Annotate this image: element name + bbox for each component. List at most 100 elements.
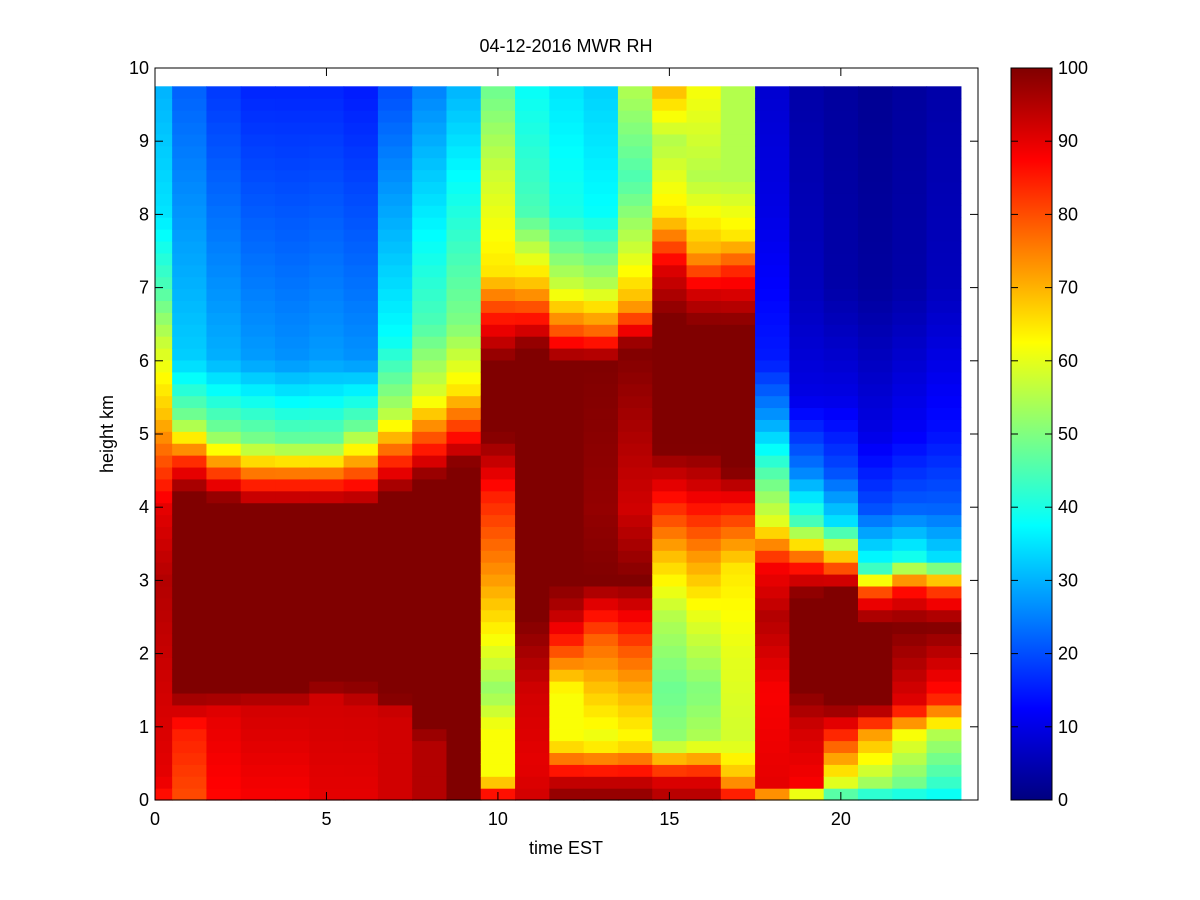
heatmap-cell	[309, 752, 345, 765]
heatmap-cell	[549, 193, 585, 206]
heatmap-cell	[652, 597, 688, 611]
heatmap-cell	[892, 788, 928, 801]
heatmap-cell	[926, 133, 962, 147]
heatmap-cell	[720, 419, 756, 432]
heatmap-cell	[446, 609, 482, 623]
heatmap-cell	[583, 300, 619, 313]
heatmap-cell	[652, 121, 688, 135]
heatmap-cell	[343, 681, 379, 694]
heatmap-cell	[583, 229, 619, 242]
heatmap-cell	[755, 645, 790, 658]
heatmap-cell	[155, 502, 173, 516]
heatmap-cell	[155, 490, 173, 504]
heatmap-cell	[857, 347, 893, 361]
heatmap-cell	[686, 466, 722, 480]
heatmap-cell	[823, 276, 859, 290]
y-tick-label: 8	[139, 204, 149, 224]
heatmap-cell	[857, 621, 893, 635]
heatmap-cell	[515, 336, 550, 349]
heatmap-cell	[823, 538, 859, 551]
heatmap-cell	[275, 681, 310, 694]
heatmap-cell	[480, 597, 516, 611]
heatmap-cell	[652, 359, 688, 373]
heatmap-cell	[480, 407, 516, 420]
heatmap-cell	[823, 371, 859, 385]
heatmap-cell	[515, 692, 550, 706]
heatmap-cell	[617, 443, 653, 456]
heatmap-cell	[857, 312, 893, 325]
heatmap-cell	[343, 217, 379, 230]
y-tick-label: 2	[139, 644, 149, 664]
heatmap-cell	[172, 110, 208, 123]
y-tick-label: 10	[129, 58, 149, 78]
heatmap-cell	[155, 657, 173, 670]
heatmap-cell	[446, 240, 482, 254]
heatmap-cell	[755, 193, 790, 206]
heatmap-cell	[377, 252, 413, 266]
heatmap-cell	[789, 110, 825, 123]
heatmap-cell	[515, 169, 550, 183]
heatmap-cell	[446, 193, 482, 206]
heatmap-cell	[823, 157, 859, 171]
heatmap-cell	[309, 633, 345, 646]
heatmap-cell	[446, 157, 482, 171]
heatmap-cell	[377, 490, 413, 504]
heatmap-cell	[652, 669, 688, 682]
heatmap-cell	[240, 502, 276, 516]
heatmap-cell	[377, 716, 413, 730]
heatmap-cell	[172, 407, 208, 420]
colorbar-tick-label: 50	[1058, 424, 1078, 444]
heatmap-cell	[617, 538, 653, 551]
heatmap-cell	[309, 98, 345, 111]
heatmap-cell	[789, 312, 825, 325]
heatmap-cell	[172, 538, 208, 551]
heatmap-cell	[926, 574, 962, 587]
heatmap-cell	[892, 443, 928, 456]
heatmap-cell	[823, 669, 859, 682]
heatmap-cell	[755, 585, 790, 599]
heatmap-cell	[240, 585, 276, 599]
heatmap-cell	[926, 585, 962, 599]
heatmap-cell	[686, 597, 722, 611]
heatmap-cell	[789, 324, 825, 337]
heatmap-cell	[720, 609, 756, 623]
heatmap-cell	[172, 300, 208, 313]
heatmap-cell	[206, 383, 242, 397]
heatmap-cell	[480, 110, 516, 123]
heatmap-cell	[206, 288, 242, 302]
heatmap-cell	[617, 681, 653, 694]
heatmap-cell	[206, 371, 242, 385]
heatmap-cell	[446, 728, 482, 742]
heatmap-cell	[480, 157, 516, 171]
heatmap-cell	[583, 597, 619, 611]
heatmap-cell	[446, 562, 482, 575]
heatmap-cell	[926, 371, 962, 385]
heatmap-cell	[892, 193, 928, 206]
heatmap-cell	[755, 574, 790, 587]
heatmap-cell	[412, 585, 448, 599]
heatmap-cell	[857, 550, 893, 563]
heatmap-cell	[686, 86, 722, 99]
heatmap-cell	[343, 419, 379, 432]
heatmap-cell	[377, 110, 413, 123]
heatmap-cell	[206, 443, 242, 456]
heatmap-cell	[275, 657, 310, 670]
heatmap-cell	[377, 324, 413, 337]
heatmap-cell	[823, 716, 859, 730]
heatmap-cell	[617, 86, 653, 99]
heatmap-cell	[652, 371, 688, 385]
heatmap-cell	[652, 681, 688, 694]
heatmap-cell	[309, 609, 345, 623]
heatmap-cell	[343, 740, 379, 754]
heatmap-cell	[240, 395, 276, 409]
heatmap-cell	[480, 728, 516, 742]
heatmap-cell	[549, 633, 585, 646]
heatmap-cell	[892, 728, 928, 742]
heatmap-cell	[240, 229, 276, 242]
heatmap-cell	[275, 193, 310, 206]
heatmap-cell	[412, 657, 448, 670]
heatmap-cell	[652, 133, 688, 147]
heatmap-cell	[309, 502, 345, 516]
heatmap-cell	[549, 264, 585, 278]
heatmap-cell	[155, 240, 173, 254]
